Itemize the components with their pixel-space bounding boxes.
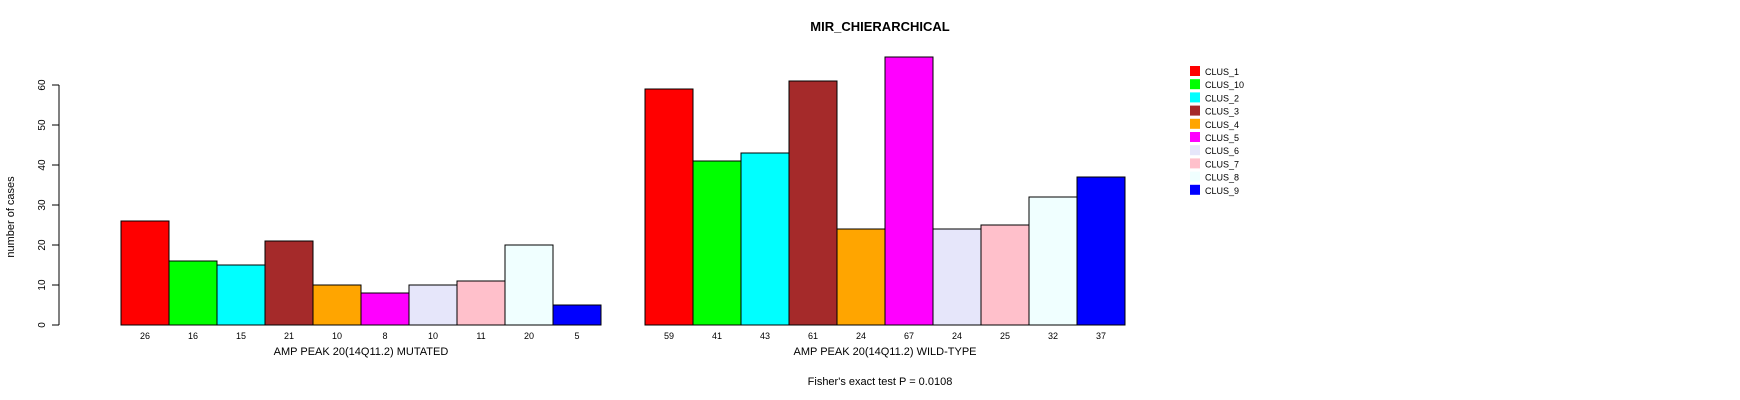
bar-count-label: 25 bbox=[1000, 331, 1010, 341]
y-axis-label: number of cases bbox=[5, 176, 17, 258]
x-axis-label: AMP PEAK 20(14Q11.2) WILD-TYPE bbox=[794, 346, 977, 358]
y-tick-label: 60 bbox=[37, 79, 48, 91]
legend-label: CLUS_2 bbox=[1205, 93, 1239, 103]
bar-count-label: 10 bbox=[332, 331, 342, 341]
legend-swatch bbox=[1190, 105, 1200, 116]
bar-count-label: 20 bbox=[524, 331, 534, 341]
legend-label: CLUS_3 bbox=[1205, 107, 1239, 117]
legend-swatch bbox=[1190, 158, 1200, 169]
bar-count-label: 16 bbox=[188, 331, 198, 341]
bar-clus-1 bbox=[120, 220, 170, 326]
bar-clus-4 bbox=[836, 228, 886, 326]
legend-label: CLUS_5 bbox=[1205, 133, 1239, 143]
legend-label: CLUS_9 bbox=[1205, 186, 1239, 196]
bar-clus-6 bbox=[408, 284, 458, 326]
bar-clus-1 bbox=[644, 88, 694, 326]
bar-clus-7 bbox=[980, 224, 1030, 326]
bar-clus-8 bbox=[1028, 196, 1078, 326]
bar-count-label: 43 bbox=[760, 331, 770, 341]
bar-clus-2 bbox=[216, 264, 266, 326]
y-axis: 0 10 20 30 40 50 60 bbox=[37, 79, 60, 328]
legend: CLUS_1 CLUS_10 CLUS_2 CLUS_3 CLUS_4 CLUS_5 CLU… bbox=[1190, 66, 1244, 196]
bar-clus-3 bbox=[788, 80, 838, 326]
bar-count-label: 5 bbox=[574, 331, 579, 341]
legend-swatch bbox=[1190, 79, 1200, 90]
bar-clus-7 bbox=[456, 280, 506, 326]
legend-label: CLUS_8 bbox=[1205, 173, 1239, 183]
y-tick-label: 40 bbox=[37, 159, 48, 171]
legend-swatch bbox=[1190, 118, 1200, 129]
bar-count-label: 61 bbox=[808, 331, 818, 341]
y-tick-label: 20 bbox=[37, 239, 48, 251]
legend-swatch bbox=[1190, 66, 1200, 76]
x-axis-label: AMP PEAK 20(14Q11.2) MUTATED bbox=[274, 346, 449, 358]
legend-swatch bbox=[1190, 92, 1200, 103]
legend-label: CLUS_1 bbox=[1205, 67, 1239, 77]
legend-swatch bbox=[1190, 171, 1200, 182]
bar-count-label: 21 bbox=[284, 331, 294, 341]
fisher-test-footer: Fisher's exact test P = 0.0108 bbox=[808, 376, 953, 388]
bar-count-label: 10 bbox=[428, 331, 438, 341]
bar-count-label: 26 bbox=[140, 331, 150, 341]
bar-count-label: 67 bbox=[904, 331, 914, 341]
bar-panels: 26 16 15 21 10 8 10 11 20 5 AMP PEAK 20(14Q11.2) M… bbox=[120, 56, 1126, 358]
bar-panel-2: 59 41 43 61 24 67 24 25 32 37 AMP PEAK 20(14Q11.2)… bbox=[644, 56, 1126, 358]
bar-panel-1: 26 16 15 21 10 8 10 11 20 5 AMP PEAK 20(14Q11.2) M… bbox=[120, 220, 602, 358]
bar-count-label: 15 bbox=[236, 331, 246, 341]
bar-count-label: 24 bbox=[856, 331, 866, 341]
legend-label: CLUS_6 bbox=[1205, 146, 1239, 156]
y-tick-label: 50 bbox=[37, 119, 48, 131]
y-tick-label: 30 bbox=[37, 199, 48, 211]
y-tick-label: 0 bbox=[37, 322, 48, 328]
bar-clus-5 bbox=[360, 292, 410, 326]
legend-swatch bbox=[1190, 184, 1200, 195]
bar-clus-4 bbox=[312, 284, 362, 326]
bar-clus-10 bbox=[168, 260, 218, 326]
chart-title: MIR_CHIERARCHICAL bbox=[810, 19, 949, 34]
bar-clus-5 bbox=[884, 56, 934, 326]
legend-swatch bbox=[1190, 132, 1200, 142]
legend-swatch bbox=[1190, 145, 1200, 156]
bar-clus-9 bbox=[552, 304, 602, 326]
bar-count-label: 37 bbox=[1096, 331, 1106, 341]
bar-count-label: 41 bbox=[712, 331, 722, 341]
legend-label: CLUS_4 bbox=[1205, 120, 1239, 130]
bar-clus-3 bbox=[264, 240, 314, 326]
bar-clus-8 bbox=[504, 244, 554, 326]
bar-clus-2 bbox=[740, 152, 790, 326]
bar-count-label: 24 bbox=[952, 331, 962, 341]
bar-clus-6 bbox=[932, 228, 982, 326]
y-tick-label: 10 bbox=[37, 279, 48, 291]
bar-clus-10 bbox=[692, 160, 742, 326]
legend-label: CLUS_10 bbox=[1205, 80, 1244, 90]
legend-label: CLUS_7 bbox=[1205, 159, 1239, 169]
bar-clus-9 bbox=[1076, 176, 1126, 326]
bar-count-label: 8 bbox=[382, 331, 387, 341]
bar-count-label: 59 bbox=[664, 331, 674, 341]
bar-count-label: 32 bbox=[1048, 331, 1058, 341]
bar-count-label: 11 bbox=[476, 331, 485, 341]
